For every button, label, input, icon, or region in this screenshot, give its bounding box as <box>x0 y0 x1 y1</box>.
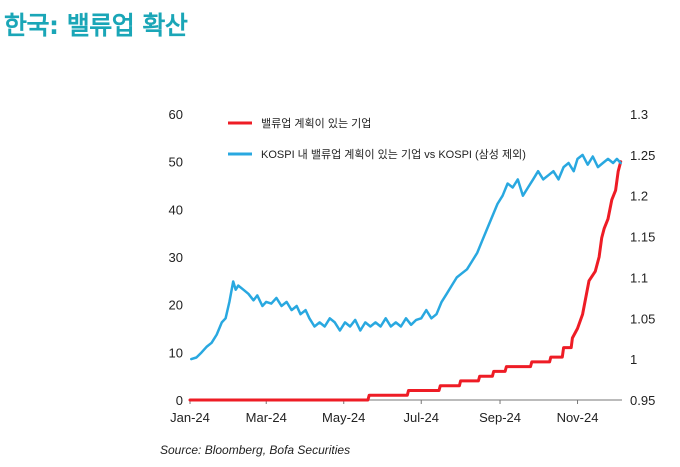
y-right-tick-label: 1.2 <box>630 189 648 204</box>
y-left-tick-label: 30 <box>169 250 183 265</box>
x-tick-label: Nov-24 <box>557 410 599 425</box>
y-left-tick-label: 50 <box>169 155 183 170</box>
x-tick-label: Jan-24 <box>170 410 210 425</box>
y-left-tick-label: 0 <box>176 393 183 408</box>
y-left-tick-label: 40 <box>169 202 183 217</box>
y-right-tick-label: 0.95 <box>630 393 655 408</box>
y-right-tick-label: 1.25 <box>630 148 655 163</box>
source-note: Source: Bloomberg, Bofa Securities <box>160 443 351 457</box>
series-line-valueup-companies <box>188 160 623 402</box>
y-right-tick-label: 1.3 <box>630 107 648 122</box>
x-tick-label: Mar-24 <box>246 410 287 425</box>
legend-label: KOSPI 내 밸류업 계획이 있는 기업 vs KOSPI (삼성 제외) <box>261 148 526 161</box>
page-title: 한국: 밸류업 확산 <box>4 11 188 40</box>
y-right-tick-label: 1.05 <box>630 311 655 326</box>
legend-label: 밸류업 계획이 있는 기업 <box>261 117 371 130</box>
y-left-tick-label: 10 <box>169 345 183 360</box>
y-right-tick-label: 1 <box>630 352 637 367</box>
x-tick-label: May-24 <box>322 410 365 425</box>
y-left-tick-label: 60 <box>169 107 183 122</box>
y-right-tick-label: 1.15 <box>630 230 655 245</box>
y-left-tick-label: 20 <box>169 298 183 313</box>
y-right-tick-label: 1.1 <box>630 270 648 285</box>
x-tick-label: Jul-24 <box>404 410 439 425</box>
series-line-kospi-relative <box>190 153 622 361</box>
x-tick-label: Sep-24 <box>479 410 521 425</box>
